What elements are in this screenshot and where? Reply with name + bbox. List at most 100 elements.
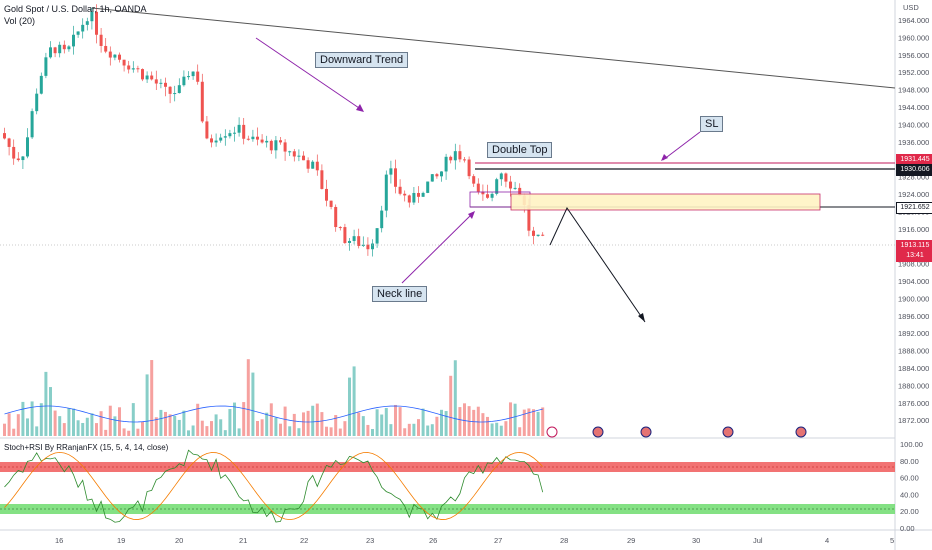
candle-body xyxy=(444,156,448,172)
volume-bar xyxy=(361,416,365,436)
candle-body xyxy=(325,188,328,201)
volume-bar xyxy=(256,420,259,436)
volume-bar xyxy=(513,403,517,436)
candle-body xyxy=(16,158,20,161)
us-flag-icon[interactable] xyxy=(795,426,807,438)
candle-body xyxy=(302,155,305,161)
volume-bar xyxy=(518,427,522,436)
volume-bar xyxy=(141,421,144,436)
volume-bar xyxy=(26,418,29,436)
descending-trendline[interactable] xyxy=(91,7,896,89)
chart-title: Gold Spot / U.S. Dollar, 1h, OANDA xyxy=(4,4,147,14)
volume-bar xyxy=(154,417,158,436)
volume-bar xyxy=(476,406,480,436)
volume-bar xyxy=(527,408,531,436)
candle-body xyxy=(210,138,213,143)
event-flags[interactable] xyxy=(546,426,807,438)
volume-bar xyxy=(150,360,154,436)
candle-body xyxy=(62,44,66,50)
volume-bar xyxy=(426,425,430,436)
candle-body xyxy=(3,133,6,139)
candle-body xyxy=(58,44,62,54)
us-flag-icon[interactable] xyxy=(722,426,734,438)
volume-bar xyxy=(16,414,20,436)
candle-body xyxy=(274,140,278,151)
volume-bar xyxy=(122,428,126,436)
candle-body xyxy=(228,133,232,137)
candle-body xyxy=(430,174,434,182)
time-tick-label: 5 xyxy=(890,536,894,545)
candle-body xyxy=(453,151,457,161)
candle-body xyxy=(72,34,75,47)
volume-bar xyxy=(21,401,25,436)
candle-body xyxy=(311,161,315,169)
volume-bar xyxy=(35,426,39,436)
volume-bar xyxy=(449,375,453,436)
volume-bar xyxy=(490,423,494,436)
volume-bar xyxy=(127,430,131,436)
candle-body xyxy=(265,140,269,143)
candle-body xyxy=(99,34,103,46)
candle-body xyxy=(233,132,236,134)
volume-bar xyxy=(269,403,273,436)
candle-body xyxy=(260,139,264,143)
volume-bar xyxy=(99,411,103,436)
candle-body xyxy=(504,173,508,182)
sl-arrowhead xyxy=(661,154,668,161)
retest-zone[interactable] xyxy=(510,193,821,211)
price-tick-label: 1948.000 xyxy=(898,86,929,95)
candle-body xyxy=(269,140,273,151)
candle-body xyxy=(85,21,89,25)
candle-body xyxy=(352,236,356,241)
candle-body xyxy=(283,142,287,152)
indicator-label: Stoch+RSI By RRanjanFX (15, 5, 4, 14, cl… xyxy=(4,443,169,452)
neckline-arrow[interactable] xyxy=(401,212,474,284)
price-tick-label: 1892.000 xyxy=(898,329,929,338)
candle-body xyxy=(288,151,292,153)
volume-bar xyxy=(509,402,512,436)
projection-path[interactable] xyxy=(549,206,646,323)
volume-bar xyxy=(246,359,250,436)
volume-bar xyxy=(30,401,34,436)
sl-label[interactable]: SL xyxy=(700,116,724,132)
stoch-d-line xyxy=(4,451,543,521)
sl-arrow[interactable] xyxy=(662,131,701,161)
volume-bar xyxy=(182,410,186,436)
candle-body xyxy=(95,11,98,35)
volume-bar xyxy=(302,412,305,436)
stoch-tick-label: 80.00 xyxy=(900,457,919,466)
candle-body xyxy=(154,79,158,84)
volume-bar xyxy=(338,428,342,436)
candle-body xyxy=(348,240,351,243)
candle-body xyxy=(463,159,466,161)
candle-body xyxy=(297,155,301,157)
double-top-label[interactable]: Double Top xyxy=(487,142,553,158)
candle-body xyxy=(177,85,181,94)
volume-bar xyxy=(177,419,181,436)
volume-bar xyxy=(403,428,407,436)
stoch-tick-label: 0.00 xyxy=(900,524,915,533)
volume-bar xyxy=(49,387,52,436)
neck-line-label[interactable]: Neck line xyxy=(372,286,428,302)
price-axis-ticks: 1964.000 1960.000 1956.000 1952.000 1948.000… xyxy=(898,16,929,425)
volume-bar xyxy=(522,409,526,436)
downtrend-arrow[interactable] xyxy=(255,37,363,111)
volume-bar xyxy=(412,423,416,436)
downward-trend-label[interactable]: Downward Trend xyxy=(315,52,409,68)
candle-body xyxy=(532,230,535,236)
volume-bar xyxy=(196,403,200,436)
candle-body xyxy=(398,186,402,194)
stoch-tick-label: 20.00 xyxy=(900,507,919,516)
candle-body xyxy=(187,76,190,78)
candle-body xyxy=(26,137,29,157)
volume-bar xyxy=(90,413,94,436)
event-flag-icon[interactable] xyxy=(546,426,558,438)
candle-body xyxy=(141,69,144,80)
us-flag-icon[interactable] xyxy=(640,426,652,438)
candle-body xyxy=(242,124,246,139)
volume-bar xyxy=(168,414,172,436)
us-flag-icon[interactable] xyxy=(592,426,604,438)
time-tick-label: Jul xyxy=(753,536,763,545)
oversold-band xyxy=(0,504,895,514)
